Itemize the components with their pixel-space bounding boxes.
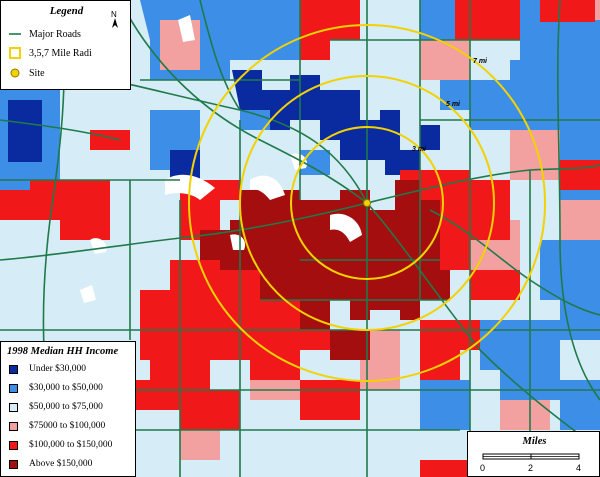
legend-title: Legend <box>49 5 84 17</box>
income-swatch <box>9 440 18 450</box>
income-class-row: $100,000 to $150,000 <box>9 440 112 450</box>
site-marker <box>363 199 371 207</box>
scale-tick-2: 2 <box>528 463 534 473</box>
income-swatch <box>9 421 18 431</box>
legend-item-label: Major Roads <box>29 28 81 40</box>
income-class-label: $30,000 to $50,000 <box>29 383 103 393</box>
income-class-label: Above $150,000 <box>29 459 93 469</box>
income-class-label: $50,000 to $75,000 <box>29 402 103 412</box>
scale-bar-title: Miles <box>522 436 547 447</box>
income-class-row: Under $30,000 <box>9 364 86 374</box>
income-class-label: $100,000 to $150,000 <box>29 440 113 450</box>
legend-panel: Legend N Major Roads 3,5,7 Mile Radi Sit… <box>0 0 131 90</box>
ring-label-3mi: 3 mi <box>412 146 427 153</box>
ring-5mi <box>239 75 495 331</box>
legend-item-site: Site <box>9 67 45 79</box>
north-arrow-icon: N <box>110 9 120 32</box>
legend-item-radii: 3,5,7 Mile Radi <box>9 47 92 59</box>
ring-3mi <box>290 126 444 280</box>
legend-item-label: Site <box>29 67 45 79</box>
north-label: N <box>111 10 117 19</box>
ring-7mi <box>188 24 546 382</box>
scale-bar-graphic <box>482 453 580 460</box>
income-class-row: $30,000 to $50,000 <box>9 383 103 393</box>
income-legend-panel: 1998 Median HH Income Under $30,000 $30,… <box>0 341 136 477</box>
ring-square-icon <box>9 47 21 59</box>
ring-label-7mi: 7 mi <box>473 58 488 65</box>
income-class-row: $75000 to $100,000 <box>9 421 105 431</box>
ring-label-5mi: 5 mi <box>446 101 461 108</box>
scale-tick-0: 0 <box>480 463 486 473</box>
income-class-row: $50,000 to $75,000 <box>9 402 103 412</box>
radius-rings <box>188 24 546 382</box>
income-class-row: Above $150,000 <box>9 459 92 469</box>
legend-item-label: 3,5,7 Mile Radi <box>29 47 92 59</box>
income-class-label: $75000 to $100,000 <box>29 421 106 431</box>
site-dot-icon <box>9 67 21 79</box>
income-class-label: Under $30,000 <box>29 364 86 374</box>
income-swatch <box>9 459 18 469</box>
income-swatch <box>9 383 18 393</box>
scale-tick-4: 4 <box>576 463 582 473</box>
scale-bar-panel: Miles 0 2 4 <box>467 431 600 477</box>
income-legend-title: 1998 Median HH Income <box>7 346 119 357</box>
legend-item-major-roads: Major Roads <box>9 28 81 40</box>
income-swatch <box>9 364 18 374</box>
income-swatch <box>9 402 18 412</box>
road-line-icon <box>9 28 21 40</box>
